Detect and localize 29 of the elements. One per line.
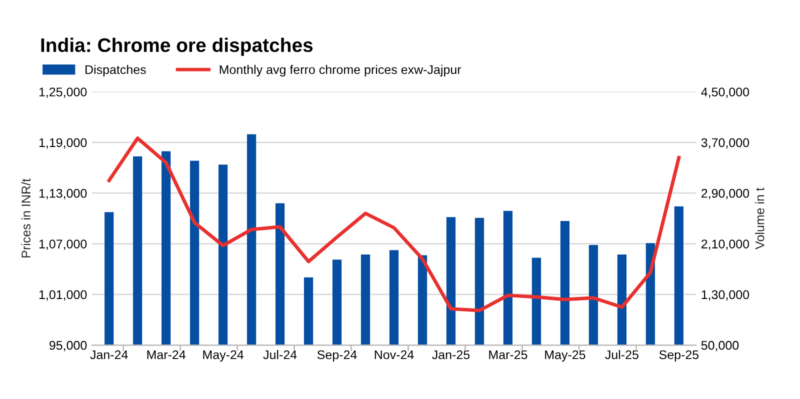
y2-tick-label: 1,30,000 <box>702 290 750 301</box>
x-tick-label: Sep-24 <box>317 350 357 362</box>
x-tick-label: Mar-25 <box>489 350 528 360</box>
y2-tick-label: 4,50,000 <box>701 88 750 98</box>
y-tick-label: 1,25,000 <box>39 88 87 98</box>
y-tick-label: 1,19,000 <box>39 138 87 149</box>
x-tick-label: Jul-24 <box>263 350 297 360</box>
y2-tick-label: 2,90,000 <box>701 188 750 200</box>
legend-label: Dispatches <box>86 64 146 77</box>
y-tick-label: 95,000 <box>49 340 87 352</box>
chart-title: India: Chrome ore dispatches <box>41 38 313 56</box>
x-tick-label: Nov-24 <box>374 350 414 360</box>
y2-tick-label: 3,70,000 <box>701 138 750 149</box>
legend-label: Monthly avg ferro chrome prices exw-Jajpur <box>220 64 462 77</box>
line-series <box>107 136 681 312</box>
x-tick-label: Jan-24 <box>90 350 128 360</box>
y-axis-title: Prices in INR/t <box>21 178 30 258</box>
x-tick-label: Mar-24 <box>147 350 186 360</box>
y2-tick-label: 50,000 <box>701 340 739 352</box>
y-tick-label: 1,13,000 <box>39 188 87 200</box>
y-tick-label: 1,01,000 <box>39 290 87 301</box>
y2-tick-label: 2,10,000 <box>701 240 750 250</box>
y2-axis-title: Volume in t <box>755 188 764 250</box>
x-tick-label: Sep-25 <box>659 350 699 362</box>
x-tick-label: May-24 <box>203 350 244 362</box>
y-tick-label: 1,07,000 <box>39 240 87 250</box>
x-tick-label: Jan-25 <box>432 350 470 360</box>
x-tick-label: May-25 <box>545 350 586 362</box>
x-tick-label: Jul-25 <box>605 350 638 360</box>
